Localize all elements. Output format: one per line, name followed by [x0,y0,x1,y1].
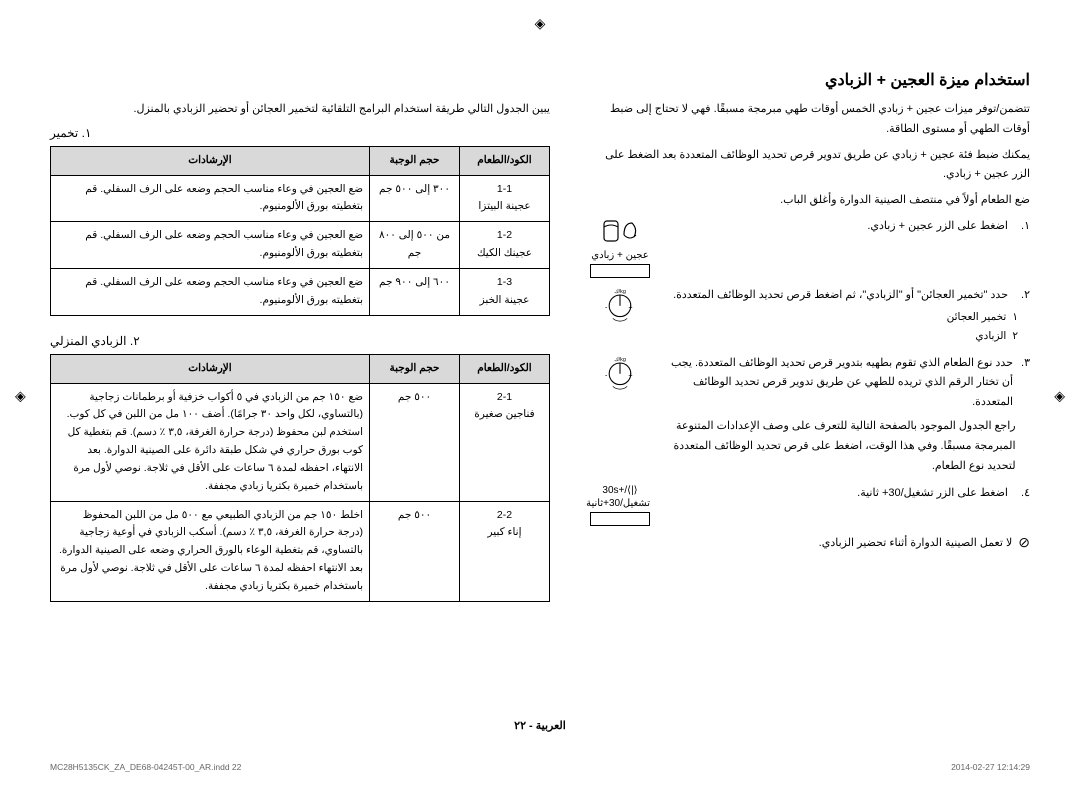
table-header: الكود/الطعام حجم الوجبة الإرشادات [51,146,550,175]
start-30s-icon: ⟨|⟩/+30s تشغيل/30+ثانية [590,484,650,526]
crop-mark-left [15,388,26,405]
step1-text: اضغط على الزر عجين + زبادي. [867,217,1008,237]
step4-num: ٤. [1016,484,1030,504]
svg-text:kg/ك: kg/ك [614,289,626,295]
th-weight: حجم الوجبة [370,146,460,175]
table-row: 2-2إناء كبير ٥٠٠ جم اخلط ١٥٠ جم من الزبا… [51,501,550,601]
table-header: الكود/الطعام حجم الوجبة الإرشادات [51,354,550,383]
adjust-text: يمكنك ضبط فئة عجين + زبادي عن طريق تدوير… [590,146,1030,186]
fermentation-table: الكود/الطعام حجم الوجبة الإرشادات 1-1عجي… [50,146,550,316]
svg-text:+: + [628,370,632,379]
page-footer: العربية - ٢٢ [50,719,1030,732]
table-row: 1-1عجينة البيتزا ٣٠٠ إلى ٥٠٠ جم ضع العجي… [51,175,550,222]
left-intro: يبين الجدول التالي طريقة استخدام البرامج… [50,100,550,120]
heading-fermentation: ١. تخمير [50,126,550,140]
step3b-text: راجع الجدول الموجود بالصفحة التالية للتع… [662,417,1016,476]
heading-yogurt: ٢. الزبادي المنزلي [50,334,550,348]
step-1: ١. اضغط على الزر عجين + زبادي. عجين + زب… [590,217,1030,278]
print-timestamp: 2014-02-27 12:14:29 [951,762,1030,772]
page-title: استخدام ميزة العجين + الزبادي [50,70,1030,90]
step4-text: اضغط على الزر تشغيل/30+ ثانية. [857,484,1008,504]
step-4: ٤. اضغط على الزر تشغيل/30+ ثانية. ⟨|⟩/+3… [590,484,1030,526]
two-column-layout: تتضمن/توفر ميزات عجين + زبادي الخمس أوقا… [50,100,1030,620]
step2-text: حدد "تخمير العجائن" أو "الزبادي"، ثم اضغ… [673,286,1008,306]
svg-text:kg/ك: kg/ك [614,357,626,363]
svg-text:-: - [605,302,608,311]
knob-icon-2: kg/ك - + [590,354,650,394]
step3-num: ٣. [1021,354,1030,413]
left-column: يبين الجدول التالي طريقة استخدام البرامج… [50,100,550,620]
intro-text: تتضمن/توفر ميزات عجين + زبادي الخمس أوقا… [590,100,1030,140]
step2-num: ٢. [1016,286,1030,306]
step3-text: حدد نوع الطعام الذي تقوم بطهيه بتدوير قر… [662,354,1013,413]
step-3: ٣. حدد نوع الطعام الذي تقوم بطهيه بتدوير… [590,354,1030,477]
no-rotate-icon: ⊘ [1018,534,1030,551]
right-column: تتضمن/توفر ميزات عجين + زبادي الخمس أوقا… [590,100,1030,620]
no-turntable-note: ⊘ لا تعمل الصينية الدوارة أثناء تحضير ال… [590,534,1030,551]
print-footer: MC28H5135CK_ZA_DE68-04245T-00_AR.indd 22… [50,762,1030,772]
step1-num: ١. [1016,217,1030,237]
table-row: 2-1فناجين صغيرة ٥٠٠ جم ضع ١٥٠ جم من الزب… [51,383,550,501]
svg-text:+: + [628,302,632,311]
th-weight2: حجم الوجبة [370,354,460,383]
knob-icon-1: kg/ك - + [590,286,650,326]
dough-yogurt-icon: عجين + زبادي [590,217,650,278]
indd-path: MC28H5135CK_ZA_DE68-04245T-00_AR.indd 22 [50,762,241,772]
th-code2: الكود/الطعام [460,354,550,383]
th-instructions: الإرشادات [51,146,370,175]
svg-text:-: - [605,370,608,379]
crop-mark-right [1054,388,1065,405]
table-row: 1-3عجينة الخبز ٦٠٠ إلى ٩٠٠ جم ضع العجين … [51,269,550,316]
crop-mark-top [535,15,546,32]
th-code: الكود/الطعام [460,146,550,175]
step-2: ٢. حدد "تخمير العجائن" أو "الزبادي"، ثم … [590,286,1030,346]
table-row: 1-2عجينك الكيك من ٥٠٠ إلى ٨٠٠ جم ضع العج… [51,222,550,269]
th-instructions2: الإرشادات [51,354,370,383]
place-text: ضع الطعام أولاً في منتصف الصينية الدوارة… [590,191,1030,211]
yogurt-table: الكود/الطعام حجم الوجبة الإرشادات 2-1فنا… [50,354,550,602]
